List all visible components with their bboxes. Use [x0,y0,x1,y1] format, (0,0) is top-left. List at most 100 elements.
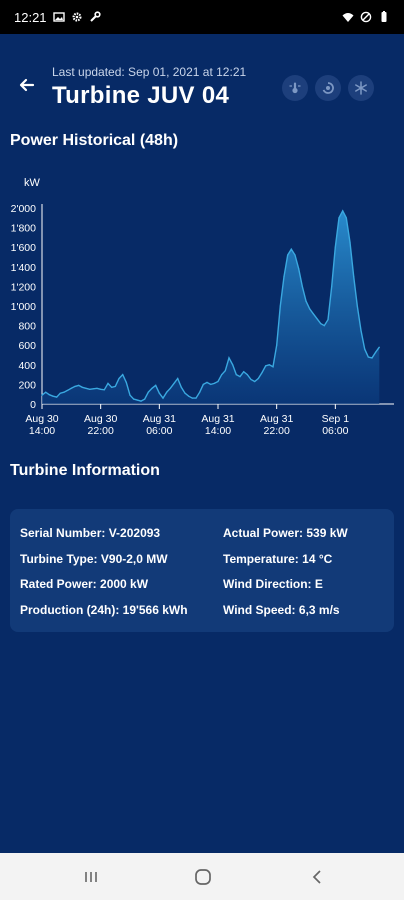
status-right [342,11,390,23]
data-point [129,394,131,396]
home-button[interactable] [188,865,218,889]
image-icon [52,12,65,22]
data-point [81,386,83,388]
wifi-icon [342,13,354,22]
turbine-type-row: Turbine Type: V90-2,0 MW [20,552,168,566]
y-tick-label: 400 [18,360,36,372]
data-point [199,391,201,393]
x-tick-label: 14:00 [205,425,231,437]
app-header: Last updated: Sep 01, 2021 at 12:21 Turb… [0,34,404,120]
x-tick-label: 06:00 [322,425,348,437]
wind-speed-row: Wind Speed: 6,3 m/s [223,603,340,617]
data-point [41,394,43,396]
data-point [118,377,120,380]
battery-icon [381,11,387,22]
data-point [246,374,248,376]
turbine-type-label: Turbine Type: [20,552,98,566]
data-point [210,383,212,385]
y-tick-label: 200 [18,379,36,391]
data-point [265,365,267,367]
data-point [235,374,237,376]
y-tick-label: 600 [18,340,36,352]
wind-speed-label: Wind Speed: [223,603,296,617]
production-label: Production (24h): [20,603,120,617]
rated-power-value: 2000 kW [100,577,149,591]
x-tick-label: Aug 31 [143,413,176,425]
status-bar: 12:21 [0,0,404,34]
data-point [301,285,303,287]
x-tick-label: Aug 31 [201,413,234,425]
data-point [331,285,333,287]
serial-number-row: Serial Number: V-202093 [20,526,160,540]
data-point [48,394,50,396]
data-point [188,395,190,397]
power-section-title: Power Historical (48h) [10,132,179,149]
y-tick-label: 2'000 [11,203,37,215]
wind-speed-value: 6,3 m/s [298,603,340,617]
turbine-type-value: V90-2,0 MW [100,552,168,566]
x-tick-label: 14:00 [29,425,55,437]
data-point [254,380,256,383]
data-point [257,377,259,380]
wind-direction-value: E [314,577,323,591]
data-point [45,391,47,393]
data-point [261,372,263,374]
temperature-row: Temperature: 14 °C [223,552,332,566]
status-left: 12:21 [14,10,101,25]
data-point [177,377,179,380]
data-points [41,210,380,402]
data-point [294,254,296,256]
data-point [173,382,175,384]
serial-number-label: Serial Number: [20,526,106,540]
wind-button[interactable] [315,75,341,101]
y-tick-label: 1'400 [11,262,37,274]
data-point [195,397,197,399]
data-point [356,305,358,307]
data-point [345,217,347,219]
recent-apps-button[interactable] [76,865,106,889]
x-tick-label: Sep 1 [322,413,350,425]
y-axis-label: kW [24,177,41,189]
data-point [114,385,116,387]
data-point [162,397,164,399]
y-tick-label: 0 [30,399,36,411]
data-point [375,351,377,353]
wrench-icon [89,11,101,22]
data-point [184,392,186,394]
data-point [155,384,157,386]
temperature-value: 14 °C [302,552,333,566]
data-point [100,388,102,390]
temperature-button[interactable] [282,75,308,101]
data-point [213,382,215,384]
back-button[interactable] [14,72,40,98]
data-point [320,323,322,325]
data-point [133,398,135,400]
data-point [224,370,226,372]
data-point [85,387,87,389]
do-not-disturb-icon [360,11,372,23]
data-point [103,389,105,391]
data-point [96,387,98,389]
data-point [92,388,94,390]
data-point [309,308,311,310]
snowflake-button[interactable] [348,75,374,101]
data-point [111,386,113,388]
data-point [250,378,252,381]
actual-power-value: 539 kW [306,526,348,540]
actual-power-label: Actual Power: [223,526,304,540]
data-point [268,364,270,366]
data-point [136,399,138,401]
y-tick-label: 800 [18,321,36,333]
data-point [276,344,278,346]
data-point [191,397,193,399]
data-point [334,246,336,248]
data-point [364,348,366,350]
data-point [202,383,204,385]
data-point [125,381,127,383]
x-tick-label: Aug 30 [84,413,117,425]
data-point [59,392,61,394]
y-tick-label: 1'600 [11,242,37,254]
turbine-section-title: Turbine Information [10,462,160,479]
back-nav-button[interactable] [302,865,332,889]
data-point [378,346,380,348]
